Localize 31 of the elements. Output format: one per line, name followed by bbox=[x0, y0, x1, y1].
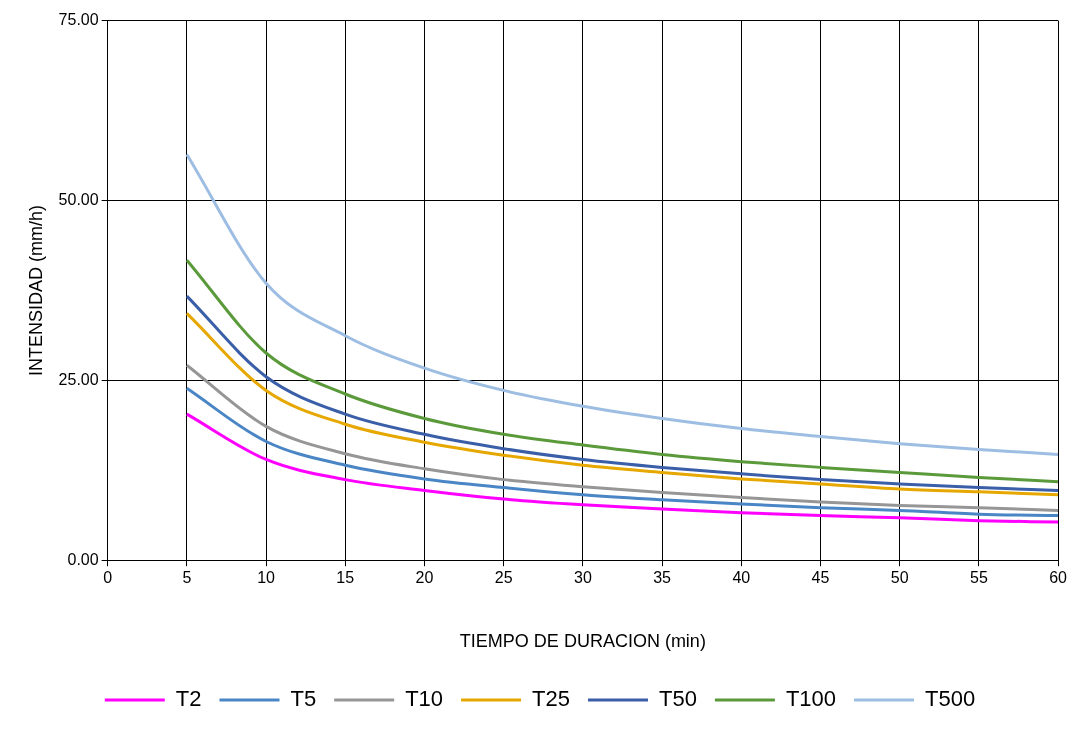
line-series bbox=[185, 152, 1059, 456]
x-tick-label: 15 bbox=[336, 569, 355, 587]
x-tick-label: 35 bbox=[653, 569, 672, 587]
legend-label: T50 bbox=[658, 686, 697, 712]
x-tick-label: 30 bbox=[573, 569, 592, 587]
x-tick-label: 20 bbox=[415, 569, 434, 587]
legend-label: T2 bbox=[175, 686, 202, 712]
legend-label: T25 bbox=[532, 686, 570, 712]
legend-label: T10 bbox=[405, 686, 444, 712]
y-tick-label: 0.00 bbox=[67, 550, 99, 568]
x-tick-label: 55 bbox=[970, 569, 988, 587]
x-tick-label: 45 bbox=[811, 569, 830, 587]
y-tick-label: 75.00 bbox=[58, 11, 99, 29]
x-tick-label: 60 bbox=[1049, 569, 1068, 587]
legend-label: T100 bbox=[785, 686, 837, 712]
x-tick-label: 40 bbox=[732, 569, 751, 587]
x-tick-label: 0 bbox=[103, 569, 113, 587]
y-tick-label: 50.00 bbox=[58, 190, 99, 208]
y-axis-title: INTENSIDAD (mm/h) bbox=[25, 204, 46, 376]
x-tick-label: 50 bbox=[890, 569, 909, 587]
y-tick-label: 25.00 bbox=[58, 370, 99, 388]
x-tick-label: 5 bbox=[182, 569, 192, 587]
line-series bbox=[185, 363, 1059, 513]
x-tick-label: 10 bbox=[257, 569, 276, 587]
line-series bbox=[185, 258, 1059, 484]
legend-label: T5 bbox=[290, 686, 317, 712]
legend-label: T500 bbox=[925, 686, 976, 712]
x-tick-label: 25 bbox=[494, 569, 513, 587]
line-series bbox=[185, 386, 1059, 518]
line-series bbox=[185, 412, 1059, 524]
x-axis-title: TIEMPO DE DURACION (min) bbox=[459, 631, 706, 652]
